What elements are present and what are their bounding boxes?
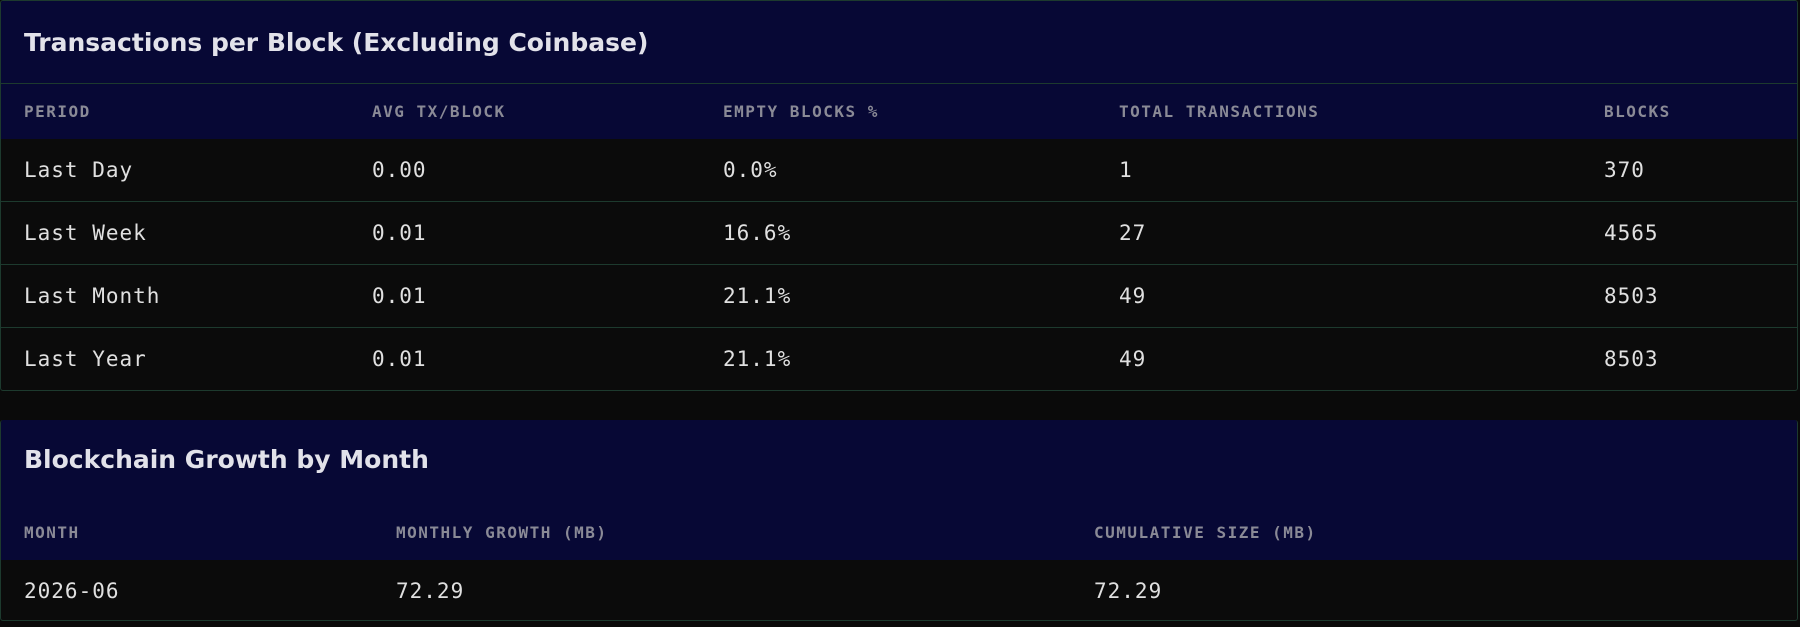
- table-body: Last Day 0.00 0.0% 1 370 Last Week 0.01 16.6% 27…: [1, 139, 1797, 390]
- table-cell: 0.01: [372, 347, 427, 371]
- table-row: Last Week 0.01 16.6% 27 4565: [1, 201, 1797, 265]
- table-cell: 2026-06: [24, 579, 120, 603]
- table-row: Last Day 0.00 0.0% 1 370: [1, 139, 1797, 202]
- panel-title: Blockchain Growth by Month: [1, 420, 1797, 505]
- column-header: EMPTY BLOCKS %: [700, 84, 1096, 139]
- table-cell: 0.00: [349, 139, 700, 202]
- table-row: 2026-06 72.29 72.29: [1, 560, 1797, 620]
- table-cell: 16.6%: [700, 201, 1096, 265]
- table-cell: 21.1%: [700, 264, 1096, 328]
- table-cell: 8503: [1604, 347, 1659, 371]
- table-row: Last Year 0.01 21.1% 49 8503: [1, 328, 1797, 391]
- column-header: MONTH: [1, 505, 373, 560]
- column-header: TOTAL TRANSACTIONS: [1096, 84, 1581, 139]
- table-cell: 72.29: [396, 579, 465, 603]
- tx-panel: Transactions per Block (Excluding Coinba…: [0, 0, 1798, 391]
- table-cell: 49: [1096, 264, 1581, 328]
- table-cell: 27: [1096, 201, 1581, 265]
- panel-title: Transactions per Block (Excluding Coinba…: [1, 1, 1797, 84]
- table-cell: 370: [1581, 139, 1797, 202]
- column-header: AVG TX/BLOCK: [349, 84, 700, 139]
- table-cell: Last Year: [24, 347, 147, 371]
- table-cell: 0.01: [349, 264, 700, 328]
- column-header: PERIOD: [1, 84, 349, 139]
- table-cell: 21.1%: [723, 347, 792, 371]
- header-row: MONTH MONTHLY GROWTH (MB) CUMULATIVE SIZE …: [1, 505, 1797, 560]
- tx-table: PERIOD AVG TX/BLOCK EMPTY BLOCKS % TOTAL TR…: [1, 84, 1797, 390]
- table-cell: Last Day: [1, 139, 349, 202]
- table-cell: Last Month: [1, 264, 349, 328]
- table-head: MONTH MONTHLY GROWTH (MB) CUMULATIVE SIZE …: [1, 505, 1797, 560]
- table-body: 2026-06 72.29 72.29: [1, 560, 1797, 620]
- column-header: BLOCKS: [1581, 84, 1797, 139]
- table-cell: 72.29: [1094, 579, 1163, 603]
- growth-panel: Blockchain Growth by Month MONTH MONTHLY …: [0, 420, 1798, 621]
- header-row: PERIOD AVG TX/BLOCK EMPTY BLOCKS % TOTAL TR…: [1, 84, 1797, 139]
- table-cell: 4565: [1581, 201, 1797, 265]
- column-header: MONTHLY GROWTH (MB): [373, 505, 1071, 560]
- growth-table: MONTH MONTHLY GROWTH (MB) CUMULATIVE SIZE …: [1, 505, 1797, 620]
- table-cell: 0.01: [349, 201, 700, 265]
- table-cell: 49: [1119, 347, 1147, 371]
- table-row: Last Month 0.01 21.1% 49 8503: [1, 264, 1797, 328]
- table-cell: 8503: [1581, 264, 1797, 328]
- table-cell: Last Week: [1, 201, 349, 265]
- table-head: PERIOD AVG TX/BLOCK EMPTY BLOCKS % TOTAL TR…: [1, 84, 1797, 139]
- table-cell: 0.0%: [700, 139, 1096, 202]
- column-header: CUMULATIVE SIZE (MB): [1071, 505, 1797, 560]
- table-cell: 1: [1096, 139, 1581, 202]
